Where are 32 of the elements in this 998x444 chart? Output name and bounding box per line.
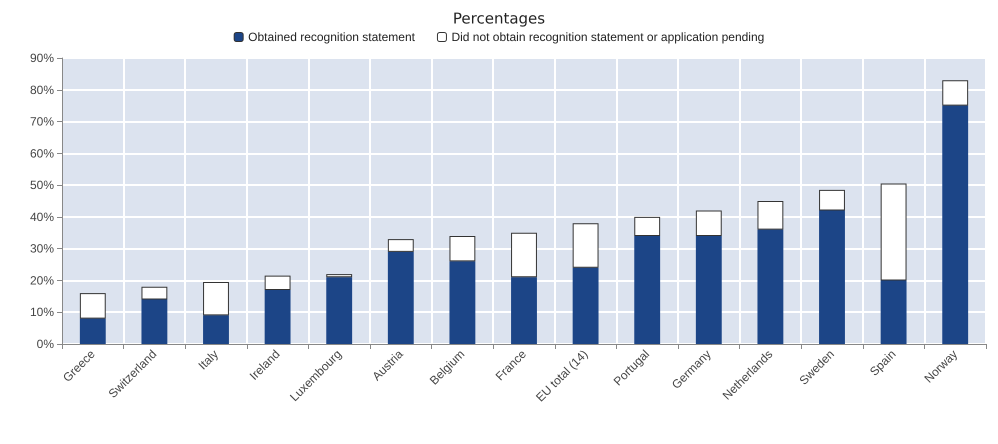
y-tick-label: 30% [30,242,54,256]
bar [326,277,352,344]
bar [696,236,722,344]
bar [80,318,106,344]
bar [141,286,168,300]
bar [511,277,537,344]
bar [757,230,784,344]
bar [819,210,845,344]
legend-label: Obtained recognition statement [248,30,416,44]
bar [141,300,168,344]
x-tick-label: Italy [196,347,221,372]
y-tick-label: 0% [36,337,54,351]
chart-title: Percentages [452,10,546,28]
y-tick-label: 10% [30,305,54,320]
bar [819,190,845,211]
bar [634,236,660,344]
bar [326,274,352,278]
legend-label: Did not obtain recognition statement or application pending [451,30,764,44]
bar [264,290,291,344]
bar [942,106,968,344]
y-tick-label: 60% [30,146,54,160]
bar [388,252,414,344]
bar [880,280,907,344]
bar [572,268,599,344]
y-tick-label: 70% [30,114,54,129]
y-tick-label: 50% [30,178,54,192]
y-tick-label: 90% [30,51,54,65]
y-tick-label: 40% [30,210,54,224]
bar [449,261,476,344]
bar [203,315,229,344]
y-tick-label: 80% [30,82,54,97]
y-tick-label: 20% [30,273,54,288]
